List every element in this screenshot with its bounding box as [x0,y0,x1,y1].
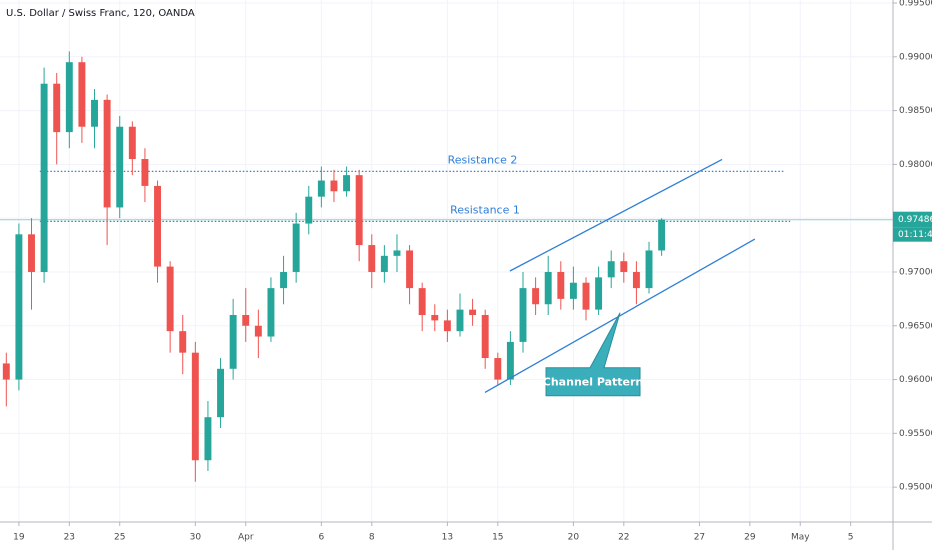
candle-body [506,341,514,380]
channel-line [509,158,723,272]
candle-body [53,83,61,133]
candle-body [154,185,161,267]
candle-body [15,234,23,380]
candle-body [343,175,351,192]
candle-body [141,159,149,186]
channel-line [484,238,756,394]
candle-body [632,271,640,289]
x-tick-label: 25 [114,533,125,543]
x-tick-label: 5 [848,533,854,543]
countdown-label: 01:11:40 [898,230,932,240]
candle-body [267,288,275,337]
x-tick-label: 23 [64,533,75,543]
candle-body [393,250,401,256]
candle-body [380,255,388,272]
resistance-label: Resistance 1 [450,203,520,216]
candle-body [166,266,174,332]
candle-body [28,234,35,272]
x-tick-label: 20 [568,533,580,543]
candle-body [254,325,262,337]
last-price-label: 0.97486 [898,215,932,225]
candle-body [645,250,653,289]
candle-body [40,83,48,272]
candle-body [494,358,502,380]
candle-body [569,282,577,299]
candle-body [128,126,136,160]
axes: 0.950000.955000.960000.965000.970000.975… [13,0,932,543]
candle-body [456,309,464,332]
x-tick-label: 30 [190,533,202,543]
candle-body [179,331,187,353]
candle-body [469,309,477,316]
x-tick-label: 19 [13,533,25,543]
candle-body [242,315,250,326]
candle-body [519,288,527,342]
candle-body [317,180,325,197]
candle-body [204,417,212,461]
candle-body [2,363,10,380]
x-tick-label: 22 [618,533,629,543]
candle-body [217,368,225,418]
candle-body [481,315,489,359]
chart-title: U.S. Dollar / Swiss Franc, 120, OANDA [6,8,195,19]
candle-body [65,62,73,133]
countdown-tag [893,227,932,242]
x-tick-label: 8 [369,533,375,543]
candle-body [431,315,439,321]
candle-body [582,282,590,310]
candle-body [280,271,288,289]
candle-body [229,315,237,369]
x-tick-label: 29 [744,533,756,543]
candle-body [191,352,199,461]
candle-body [116,126,124,208]
candle-body [544,271,552,305]
candle-body [78,62,86,127]
candle-body [620,261,628,272]
candle-body [532,288,540,305]
x-tick-label: 15 [492,533,503,543]
x-tick-label: Apr [238,533,254,543]
candle-body [91,99,98,127]
candle-body [368,245,376,272]
candle-body [103,99,111,208]
candle-body [443,320,451,332]
candle-body [607,261,615,278]
plot: Resistance 2 Resistance 1 Channel Pattern [2,51,791,482]
x-tick-label: 13 [442,533,453,543]
candle-body [292,223,300,272]
resistance-label: Resistance 2 [448,153,518,166]
candle-body [330,180,338,192]
candle-body [658,219,666,251]
candle-body [557,271,565,299]
x-tick-label: 27 [694,533,705,543]
candle-body [305,196,313,224]
candle-body [595,277,603,310]
candle-body [355,175,363,246]
callout-label: Channel Pattern [543,376,643,389]
candle-body [418,288,426,316]
candle-body [406,250,414,289]
y-tick-label: 0.99500 [899,0,932,9]
last-price-tag [893,211,932,228]
x-tick-label: May [791,533,810,543]
x-tick-label: 6 [318,533,324,543]
callout-box [545,312,641,397]
